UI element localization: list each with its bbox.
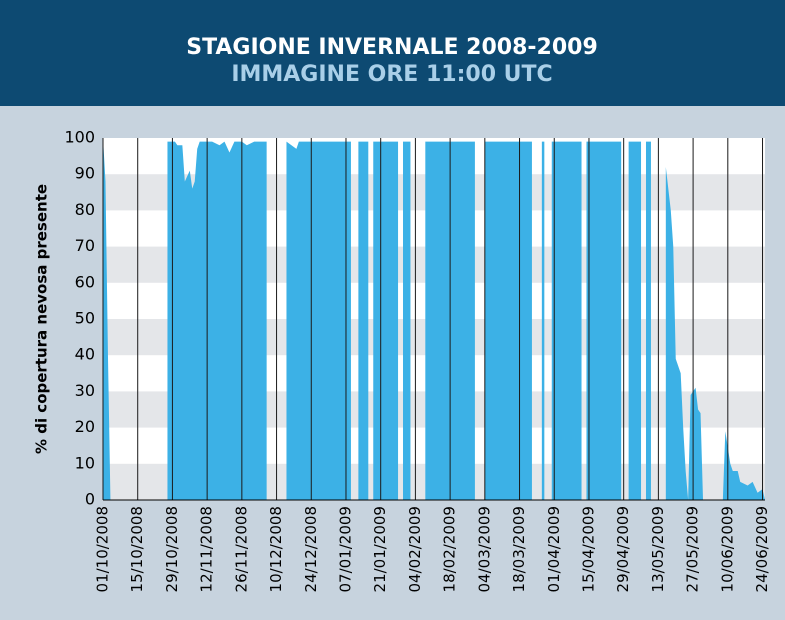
y-axis-label: % di copertura nevosa presente bbox=[33, 184, 51, 454]
y-tick-label: 0 bbox=[85, 490, 95, 509]
y-tick-label: 30 bbox=[75, 381, 95, 400]
y-tick-label: 20 bbox=[75, 417, 95, 436]
y-tick-label: 10 bbox=[75, 453, 95, 472]
y-tick-label: 40 bbox=[75, 345, 95, 364]
area bbox=[373, 141, 399, 500]
x-tick-label: 01/10/2008 bbox=[94, 506, 112, 592]
area bbox=[551, 141, 582, 500]
area bbox=[403, 141, 411, 500]
area bbox=[286, 141, 351, 500]
area bbox=[628, 141, 642, 500]
x-tick-label: 10/06/2009 bbox=[718, 506, 736, 592]
x-tick-label: 26/11/2008 bbox=[232, 506, 250, 592]
x-tick-label: 04/03/2009 bbox=[475, 506, 493, 592]
x-tick-label: 15/10/2008 bbox=[128, 506, 146, 592]
area bbox=[665, 166, 765, 500]
area bbox=[103, 138, 111, 500]
x-tick-label: 07/01/2009 bbox=[336, 506, 354, 592]
area bbox=[645, 141, 651, 500]
x-tick-label: 21/01/2009 bbox=[371, 506, 389, 592]
x-tick-label: 24/06/2009 bbox=[753, 506, 771, 592]
chart-title: STAGIONE INVERNALE 2008-2009 bbox=[186, 35, 598, 60]
x-tick-label: 13/05/2009 bbox=[649, 506, 667, 592]
x-tick-label: 18/03/2009 bbox=[510, 506, 528, 592]
x-tick-label: 24/12/2008 bbox=[302, 506, 320, 592]
x-tick-label: 15/04/2009 bbox=[579, 506, 597, 592]
area bbox=[586, 141, 622, 500]
x-tick-label: 27/05/2009 bbox=[684, 506, 702, 592]
y-tick-label: 100 bbox=[64, 128, 95, 147]
y-tick-label: 90 bbox=[75, 164, 95, 183]
area bbox=[167, 141, 267, 500]
x-tick-label: 12/11/2008 bbox=[198, 506, 216, 592]
area bbox=[358, 141, 369, 500]
x-tick-label: 01/04/2009 bbox=[545, 506, 563, 592]
area bbox=[484, 141, 532, 500]
x-tick-label: 10/12/2008 bbox=[267, 506, 285, 592]
y-tick-label: 50 bbox=[75, 309, 95, 328]
x-tick-label: 29/10/2008 bbox=[163, 506, 181, 592]
x-tick-label: 04/02/2009 bbox=[406, 506, 424, 592]
chart-subtitle: IMMAGINE ORE 11:00 UTC bbox=[231, 62, 552, 87]
x-tick-label: 18/02/2009 bbox=[441, 506, 459, 592]
area bbox=[541, 141, 545, 500]
x-tick-label: 29/04/2009 bbox=[614, 506, 632, 592]
y-tick-label: 80 bbox=[75, 200, 95, 219]
header bbox=[0, 0, 785, 106]
y-tick-label: 60 bbox=[75, 272, 95, 291]
y-tick-label: 70 bbox=[75, 236, 95, 255]
